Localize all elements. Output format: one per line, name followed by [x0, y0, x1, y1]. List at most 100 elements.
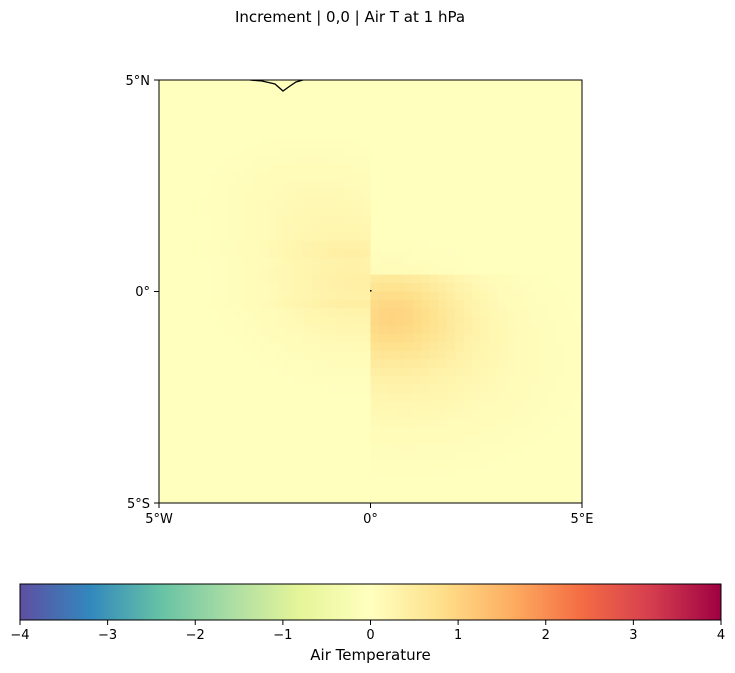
heatmap-cell — [472, 384, 481, 394]
heatmap-cell — [412, 409, 422, 419]
heatmap-cell — [463, 435, 473, 445]
heatmap-cell — [531, 316, 541, 326]
heatmap-cell — [556, 316, 566, 326]
heatmap-cell — [362, 266, 371, 275]
heatmap-cell — [328, 139, 338, 149]
heatmap-cell — [218, 164, 228, 174]
heatmap-cell — [463, 316, 473, 326]
heatmap-cell — [438, 316, 448, 326]
heatmap-cell — [472, 291, 481, 301]
heatmap-cell — [345, 139, 354, 149]
heatmap-cell — [252, 257, 261, 267]
heatmap-cell — [243, 274, 253, 284]
heatmap-cell — [235, 189, 244, 199]
heatmap-cell — [505, 401, 515, 411]
heatmap-cell — [480, 283, 490, 292]
heatmap-cell — [345, 215, 354, 225]
heatmap-cell — [387, 350, 397, 360]
heatmap-cell — [243, 223, 253, 233]
heatmap-cell — [252, 316, 261, 326]
heatmap-cell — [328, 384, 338, 394]
heatmap-cell — [421, 325, 431, 335]
heatmap-cell — [353, 283, 363, 292]
heatmap-cell — [522, 291, 532, 301]
heatmap-cell — [218, 223, 228, 233]
heatmap-cell — [277, 232, 287, 242]
heatmap-cell — [429, 342, 439, 352]
heatmap-cell — [573, 333, 582, 343]
heatmap-cell — [277, 333, 287, 343]
heatmap-cell — [412, 274, 422, 284]
heatmap-cell — [565, 376, 574, 385]
heatmap-cell — [218, 283, 228, 292]
heatmap-cell — [328, 367, 338, 377]
heatmap-cell — [531, 426, 541, 436]
heatmap-cell — [294, 316, 304, 326]
heatmap-cell — [260, 181, 270, 191]
heatmap-cell — [218, 198, 228, 208]
heatmap-cell — [488, 359, 498, 369]
heatmap-cell — [514, 418, 524, 428]
heatmap-cell — [252, 232, 261, 242]
heatmap-cell — [209, 274, 219, 284]
heatmap-cell — [311, 181, 321, 191]
heatmap-cell — [429, 426, 439, 436]
heatmap-cell — [252, 198, 261, 208]
heatmap-cell — [319, 274, 329, 284]
heatmap-cell — [522, 325, 532, 335]
heatmap-cell — [311, 274, 321, 284]
heatmap-cell — [421, 308, 431, 318]
heatmap-cell — [243, 181, 253, 191]
heatmap-cell — [277, 164, 287, 174]
heatmap-cell — [522, 274, 532, 284]
heatmap-cell — [395, 460, 405, 470]
heatmap-cell — [353, 198, 363, 208]
heatmap-cell — [268, 350, 278, 360]
heatmap-cell — [294, 215, 304, 225]
heatmap-cell — [353, 367, 363, 377]
heatmap-cell — [480, 460, 490, 470]
heatmap-cell — [556, 299, 566, 309]
heatmap-cell — [294, 206, 304, 216]
heatmap-cell — [514, 409, 524, 419]
heatmap-cell — [243, 342, 253, 352]
heatmap-cell — [539, 384, 549, 394]
heatmap-cell — [268, 206, 278, 216]
heatmap-cell — [497, 409, 507, 419]
heatmap-cell — [472, 401, 481, 411]
heatmap-cell — [370, 452, 380, 462]
heatmap-cell — [446, 469, 456, 479]
heatmap-cell — [260, 266, 270, 275]
coastline — [249, 80, 304, 92]
heatmap-cell — [311, 249, 321, 259]
colorbar-tick-label: 3 — [629, 628, 637, 643]
heatmap-cell — [404, 274, 414, 284]
heatmap-cell — [463, 460, 473, 470]
heatmap-cell — [277, 291, 287, 301]
heatmap-cell — [252, 147, 261, 157]
heatmap-cell — [514, 299, 524, 309]
heatmap-cell — [472, 316, 481, 326]
heatmap-cell — [556, 308, 566, 318]
heatmap-cell — [277, 359, 287, 369]
heatmap-cell — [387, 460, 397, 470]
heatmap-cell — [395, 469, 405, 479]
heatmap-cell — [438, 401, 448, 411]
heatmap-cell — [488, 316, 498, 326]
heatmap-cell — [336, 240, 346, 250]
heatmap-cell — [336, 342, 346, 352]
heatmap-cell — [218, 206, 228, 216]
heatmap-cell — [539, 409, 549, 419]
heatmap-cell — [421, 452, 431, 462]
heatmap-cell — [463, 325, 473, 335]
heatmap-cell — [463, 409, 473, 419]
heatmap-cell — [548, 283, 558, 292]
heatmap-cell — [353, 181, 363, 191]
heatmap-cell — [336, 257, 346, 267]
heatmap-cell — [311, 198, 321, 208]
heatmap-cell — [311, 266, 321, 275]
heatmap-cell — [319, 139, 329, 149]
heatmap-cell — [480, 435, 490, 445]
heatmap-cell — [209, 299, 219, 309]
heatmap-cell — [260, 189, 270, 199]
